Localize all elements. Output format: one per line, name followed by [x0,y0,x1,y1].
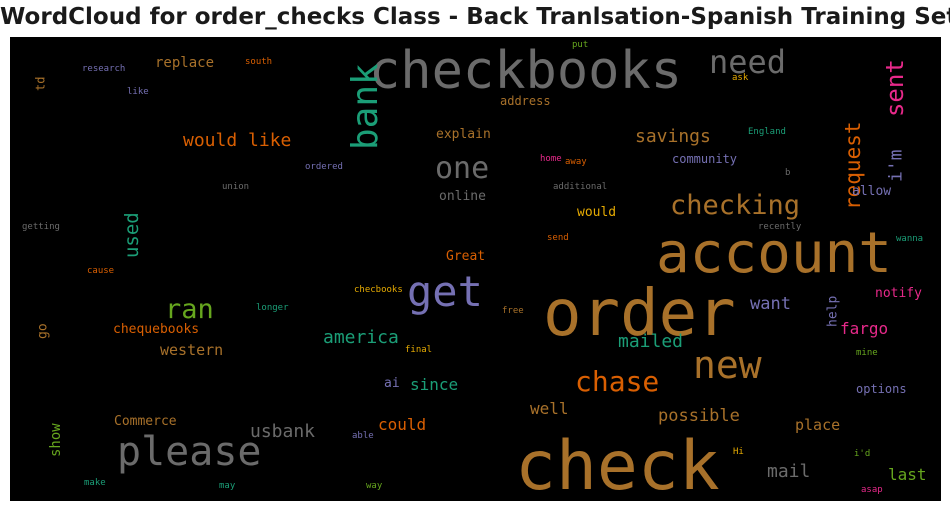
word-put: put [572,40,588,50]
word-allow: allow [852,184,891,199]
word-explain: explain [436,127,491,142]
word-online: online [439,189,486,204]
word-want: want [750,294,791,314]
chart-title: WordCloud for order_checks Class - Back … [0,4,950,30]
word-able: able [352,431,374,441]
word-check: check [515,427,720,506]
word-commerce: Commerce [114,414,177,429]
word-place: place [795,416,840,434]
word-like: like [127,87,149,97]
word-td: td [34,77,48,91]
word-new: new [693,343,762,387]
wordcloud-background [10,37,941,501]
word-western: western [160,341,223,359]
word-research: research [82,64,125,74]
word-union: union [222,182,249,192]
word-may: may [219,481,236,491]
word-need: need [709,43,786,81]
word-checkbooks: checkbooks [369,41,682,101]
word-last: last [888,465,927,484]
word-request: request [841,121,865,210]
word-i-d: i'd [854,449,870,459]
word-checking: checking [670,190,800,221]
word-would-like: would like [183,130,291,151]
word-please: please [117,429,262,475]
word-ordered: ordered [305,162,343,172]
word-i-m: i'm [885,149,906,182]
word-away: away [565,157,587,167]
word-bank: bank [345,63,386,150]
word-notify: notify [875,286,922,301]
word-community: community [672,152,737,166]
word-get: get [407,267,483,316]
word-south: south [245,57,272,67]
word-cause: cause [87,266,114,276]
word-used: used [121,212,143,258]
word-usbank: usbank [250,421,315,442]
word-one: one [435,151,489,186]
word-getting: getting [22,222,60,232]
word-go: go [35,323,50,339]
word-way: way [366,481,383,491]
word-fargo: fargo [840,319,888,338]
word-free: free [502,306,524,316]
word-options: options [856,382,907,396]
word-checbooks: checbooks [354,285,403,295]
word-asap: asap [861,485,883,495]
word-ran: ran [165,294,214,325]
word-great: Great [446,249,485,264]
word-sent: sent [881,59,909,117]
word-wanna: wanna [896,234,923,244]
word-send: send [547,233,569,243]
word-home: home [540,154,562,164]
word-chase: chase [575,365,659,398]
word-america: america [323,327,399,348]
word-possible: possible [658,406,740,426]
word-would: would [577,205,616,220]
word-ask: ask [732,73,749,83]
word-ai: ai [384,376,400,391]
word-address: address [500,94,551,108]
word-additional: additional [553,182,607,192]
word-could: could [378,415,426,434]
word-b: b [785,168,790,178]
word-chequebooks: chequebooks [113,322,199,337]
word-mailed: mailed [618,331,683,352]
word-since: since [410,375,458,394]
word-hi: Hi [733,447,744,457]
word-make: make [84,478,106,488]
word-account: account [656,221,892,286]
word-mine: mine [856,348,878,358]
word-help: help [825,296,840,327]
word-order: order [543,277,736,351]
word-longer: longer [256,303,289,313]
word-savings: savings [635,126,711,147]
word-england: England [748,127,786,137]
word-replace: replace [155,55,214,71]
word-recently: recently [758,222,802,232]
word-final: final [405,345,432,355]
word-show: show [48,423,64,457]
word-mail: mail [767,461,810,482]
word-well: well [530,399,569,418]
